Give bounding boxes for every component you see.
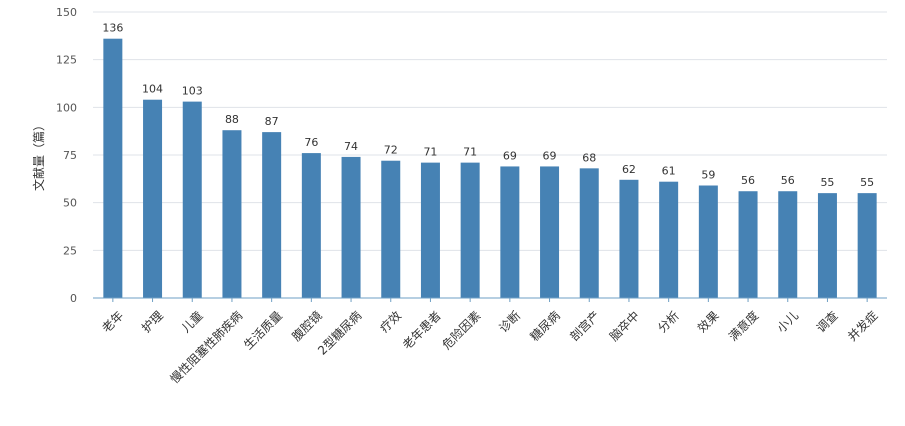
y-axis-title: 文献量（篇） (31, 119, 46, 191)
bar (262, 132, 282, 298)
bar (738, 191, 758, 298)
data-label: 68 (582, 151, 596, 164)
data-label: 59 (701, 169, 715, 182)
bar (698, 185, 718, 298)
bar (222, 130, 242, 298)
x-tick-label: 效果 (694, 308, 722, 336)
grid-lines (93, 11, 887, 251)
data-label: 87 (265, 115, 279, 128)
bar (301, 153, 321, 298)
data-label: 55 (820, 176, 834, 189)
x-tick-label: 分析 (655, 308, 682, 335)
data-label: 62 (622, 163, 636, 176)
data-label: 56 (741, 174, 755, 187)
y-tick-label: 25 (63, 244, 77, 257)
bar (579, 168, 599, 298)
bar (659, 181, 679, 298)
bar (500, 166, 520, 298)
bar (103, 38, 123, 299)
bar (619, 179, 639, 298)
data-label: 72 (384, 144, 398, 157)
data-label: 55 (860, 176, 874, 189)
x-tick-label: 腹腔镜 (289, 308, 325, 344)
x-tick-label: 疗效 (377, 308, 405, 336)
bar (143, 99, 163, 298)
x-tick-label: 生活质量 (241, 308, 285, 352)
x-tick-label: 小儿 (774, 308, 801, 335)
y-tick-label: 150 (56, 6, 77, 19)
bar (341, 156, 361, 298)
bar (381, 160, 401, 298)
x-tick-label: 诊断 (496, 308, 524, 336)
y-tick-label: 0 (70, 292, 77, 305)
x-tick-label: 护理 (139, 308, 166, 335)
data-label: 103 (182, 85, 203, 98)
x-tick-label: 满意度 (725, 308, 761, 344)
y-tick-label: 50 (63, 197, 77, 210)
bar (857, 193, 877, 298)
data-label: 74 (344, 140, 358, 153)
x-tick-label: 老年患者 (400, 308, 444, 352)
data-labels: 136 104 103 88 87 76 74 72 71 71 69 69 68 62 61 59 56 56 5… (102, 22, 874, 189)
data-label: 71 (423, 146, 437, 159)
x-tick-label: 危险因素 (439, 308, 484, 353)
data-label: 69 (503, 149, 517, 162)
bar (460, 162, 480, 298)
y-tick-label: 100 (56, 101, 77, 114)
x-tick-label: 儿童 (178, 308, 206, 336)
data-label: 76 (304, 136, 318, 149)
data-label: 71 (463, 146, 477, 159)
data-label: 69 (543, 149, 557, 162)
x-tick-label: 脑卒中 (606, 308, 642, 344)
bar (540, 166, 560, 298)
y-axis-ticks: 0 25 50 75 100 125 150 (56, 6, 77, 305)
bar (420, 162, 440, 298)
x-tick-label: 2型糖尿病 (314, 308, 364, 358)
y-tick-label: 125 (56, 54, 77, 67)
x-tick-label: 老年 (99, 308, 126, 335)
data-label: 56 (781, 174, 795, 187)
data-label: 88 (225, 113, 239, 126)
x-tick-label: 并发症 (844, 308, 880, 344)
bar (817, 193, 837, 298)
data-label: 104 (142, 83, 163, 96)
x-tick-label: 剖宫产 (567, 308, 603, 344)
x-tick-label: 慢性阻塞性肺疾病 (167, 308, 245, 386)
x-tick-label: 调查 (814, 308, 841, 335)
bar (182, 101, 202, 298)
data-label: 61 (662, 165, 676, 178)
data-label: 136 (102, 22, 123, 35)
bar (778, 191, 798, 298)
bars (103, 38, 877, 299)
x-tick-label: 糖尿病 (527, 308, 563, 344)
y-tick-label: 75 (63, 149, 77, 162)
